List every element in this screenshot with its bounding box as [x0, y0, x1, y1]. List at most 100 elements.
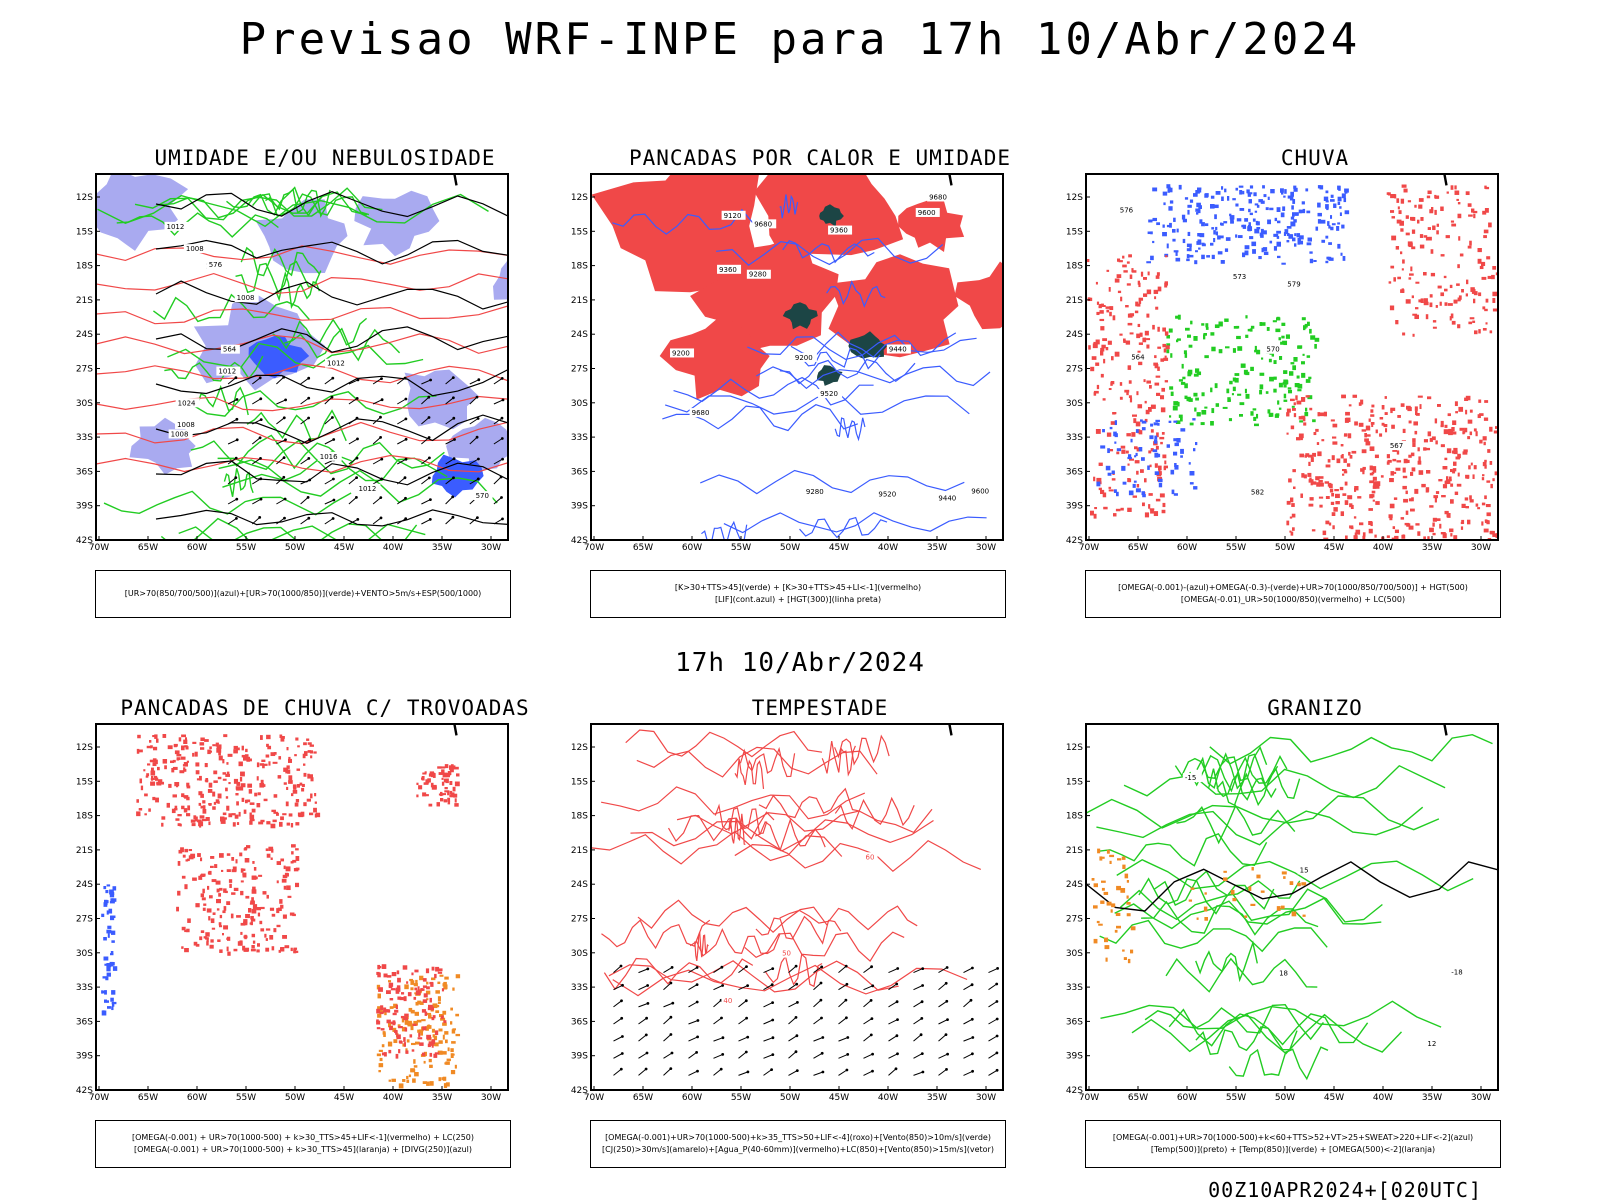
rain-cell-red — [1286, 432, 1289, 435]
wind-vector — [307, 396, 311, 400]
rain-cell-red — [1482, 328, 1487, 331]
thunderstorm-cell-red — [386, 1019, 391, 1024]
rain-cell-red — [1484, 400, 1489, 403]
thunderstorm-cell-red — [166, 802, 170, 808]
divergence-cell-blue — [110, 951, 114, 954]
rain-cell-red — [1417, 395, 1423, 398]
thunderstorm-cell-orange — [451, 1041, 456, 1044]
wind-850-vector — [646, 967, 650, 971]
thunderstorm-cell-red — [266, 853, 271, 858]
thunderstorm-cell-red — [266, 821, 271, 825]
rain-cell-red — [1456, 483, 1462, 487]
rain-cell-green — [1183, 350, 1187, 355]
rain-cell-blue — [1213, 230, 1216, 235]
wind-850-vector — [863, 1053, 873, 1059]
thunderstorm-cell-red — [212, 744, 216, 747]
divergence-cell-blue — [101, 913, 105, 918]
rain-cell-red — [1387, 192, 1391, 196]
rain-cell-blue — [1219, 235, 1224, 239]
rain-cell-green — [1279, 356, 1283, 360]
thunderstorm-cell-red — [217, 776, 222, 780]
rain-cell-blue — [1193, 193, 1198, 197]
thunderstorm-cell-orange — [397, 1024, 401, 1028]
wind-vector — [356, 437, 359, 441]
thunderstorm-cell-red — [136, 799, 139, 803]
wind-850-vector — [771, 967, 775, 970]
rain-cell-blue — [1286, 240, 1290, 243]
rain-cell-red — [1403, 498, 1409, 503]
country-state-border — [628, 174, 635, 175]
wind-850-vector — [688, 1051, 697, 1059]
thunderstorm-cell-orange — [415, 1041, 420, 1045]
rain-cell-blue — [1175, 251, 1178, 256]
rain-cell-blue — [1194, 260, 1198, 265]
rain-cell-red — [1289, 530, 1292, 533]
rain-cell-red — [1431, 207, 1434, 212]
rain-cell-blue — [1196, 212, 1199, 215]
rain-cell-red — [1453, 447, 1458, 453]
lon-tick-label: 45W — [829, 543, 849, 553]
thunderstorm-cell-red — [183, 762, 189, 767]
thunderstorm-cell-red — [180, 847, 184, 853]
rain-cell-red — [1352, 394, 1358, 398]
rain-cell-red — [1417, 531, 1421, 536]
wind-vector — [331, 376, 335, 380]
thunderstorm-cell-red — [454, 803, 459, 807]
thunderstorm-cell-red — [232, 822, 236, 827]
rain-cell-red — [1395, 246, 1400, 250]
rain-cell-red — [1318, 543, 1320, 548]
thunderstorm-cell-red — [417, 1037, 423, 1040]
wind-850-vector — [794, 964, 798, 968]
lon-tick-label: 30W — [1471, 543, 1491, 553]
wind-vector — [429, 498, 432, 501]
lat-tick-label: 12S — [76, 193, 93, 203]
lat-tick-label: 21S — [1066, 296, 1083, 306]
lon-tick-label: 40W — [878, 1093, 898, 1103]
divergence-cell-blue — [111, 898, 117, 902]
thickness-contour — [96, 333, 508, 355]
rain-cell-red — [1492, 266, 1497, 270]
wind-vector — [421, 499, 431, 505]
legend-box: [OMEGA(-0.001)+UR>70(1000-500)+k<60+TTS>… — [1085, 1120, 1501, 1168]
rain-cell-red — [1484, 185, 1487, 189]
wind-850-vector — [663, 1016, 672, 1025]
rain-cell-red — [1106, 432, 1112, 437]
rain-cell-blue — [1287, 233, 1290, 237]
hail-omega-cell — [1130, 949, 1134, 954]
wind-vector — [276, 376, 285, 385]
rain-cell-red — [1408, 525, 1414, 530]
rain-cell-blue — [1320, 219, 1326, 224]
thunderstorm-cell-red — [161, 822, 164, 827]
thunderstorm-cell-red — [251, 897, 254, 902]
thunderstorm-cell-orange — [442, 1034, 445, 1040]
map-layer: 1008100810081008101210121012101210161020… — [96, 174, 508, 540]
wind-vector — [445, 458, 455, 465]
thunderstorm-cell-orange — [425, 1026, 429, 1031]
wind-vector — [372, 517, 382, 525]
thunderstorm-cell-red — [376, 1020, 381, 1025]
thunderstorm-cell-red — [226, 901, 231, 906]
rain-cell-red — [1339, 486, 1344, 491]
rain-cell-green — [1190, 320, 1193, 325]
rain-cell-red — [1307, 472, 1312, 477]
lon-tick-label: 30W — [481, 1093, 501, 1103]
rain-cell-red — [1450, 483, 1454, 487]
rain-cell-red — [1311, 481, 1317, 485]
wind-850-vector — [795, 1034, 799, 1038]
wind-850-vector — [913, 1053, 923, 1059]
wind-850-vector — [838, 983, 848, 991]
rain-cell-red — [1452, 470, 1456, 474]
rain-cell-green — [1166, 349, 1170, 354]
lat-tick-label: 21S — [76, 296, 93, 306]
thunderstorm-cell-red — [256, 949, 260, 953]
rain-cell-red — [1454, 190, 1460, 195]
thunderstorm-cell-orange — [382, 1031, 386, 1035]
thunderstorm-cell-red — [200, 793, 204, 798]
rain-cell-blue — [1138, 447, 1143, 452]
thunderstorm-cell-red — [151, 767, 154, 771]
thunderstorm-cell-red — [225, 890, 228, 894]
thunderstorm-cell-red — [177, 890, 181, 896]
rain-cell-blue — [1107, 472, 1112, 476]
thunderstorm-cell-red — [210, 865, 214, 868]
thunderstorm-cell-red — [217, 801, 220, 804]
